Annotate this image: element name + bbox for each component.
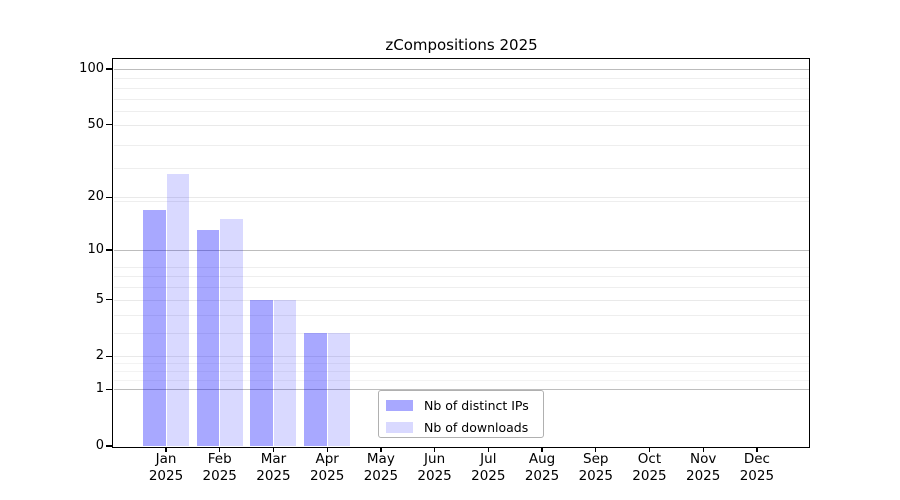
x-tick-mark	[595, 446, 597, 452]
gridline	[114, 266, 809, 268]
x-tick-label-aug: Aug 2025	[524, 451, 560, 484]
x-tick-mark	[541, 446, 543, 452]
x-tick-mark	[272, 446, 275, 452]
x-tick-mark	[165, 446, 167, 452]
gridline	[114, 389, 809, 391]
y-tick-mark	[106, 355, 113, 357]
gridline	[114, 68, 809, 70]
gridline	[114, 379, 809, 381]
legend-label-downloads: Nb of downloads	[424, 419, 529, 435]
gridline	[114, 299, 809, 301]
x-tick-label-dec: Dec 2025	[739, 451, 775, 484]
x-tick-mark	[487, 446, 489, 452]
bar-jan-distinct-ips	[143, 209, 166, 446]
x-tick-label-mar: Mar 2025	[256, 451, 291, 484]
y-tick-label: 1	[95, 381, 104, 397]
x-tick-mark	[219, 446, 221, 452]
chart-title: zCompositions 2025	[385, 36, 538, 54]
bar-feb-distinct-ips	[196, 230, 220, 446]
y-tick-mark	[106, 298, 113, 301]
x-tick-mark	[702, 446, 704, 452]
y-tick-label: 0	[95, 438, 104, 453]
gridline	[114, 111, 809, 113]
x-tick-mark	[326, 446, 328, 452]
legend: Nb of distinct IPs Nb of downloads	[378, 390, 544, 438]
x-tick-label-nov: Nov 2025	[686, 451, 721, 484]
gridline	[114, 371, 809, 373]
gridline	[114, 356, 809, 358]
gridline	[114, 78, 809, 80]
bar-mar-distinct-ips	[250, 299, 273, 446]
legend-label-distinct-ips: Nb of distinct IPs	[424, 397, 529, 413]
y-tick-label: 50	[87, 116, 104, 132]
y-tick-mark	[106, 196, 113, 198]
bar-jan-downloads	[166, 173, 189, 446]
gridline	[114, 314, 809, 316]
y-tick-mark	[106, 68, 113, 70]
gridline	[114, 332, 809, 334]
x-tick-mark	[648, 446, 651, 452]
y-tick-label: 2	[95, 348, 104, 364]
bar-mar-downloads	[273, 299, 297, 446]
gridline	[114, 87, 809, 89]
bar-feb-downloads	[220, 219, 243, 446]
gridline	[114, 124, 809, 126]
y-tick-mark	[106, 249, 113, 251]
x-tick-label-may: May 2025	[363, 451, 399, 484]
gridline	[114, 144, 809, 146]
gridline	[114, 287, 809, 288]
gridline	[114, 197, 809, 199]
gridline	[114, 98, 809, 100]
x-tick-label-jun: Jun 2025	[417, 451, 452, 484]
x-tick-label-apr: Apr 2025	[309, 451, 345, 484]
bar-apr-distinct-ips	[304, 332, 327, 446]
y-tick-mark	[106, 124, 113, 126]
legend-item-downloads: Nb of downloads	[379, 417, 543, 437]
gridline	[114, 168, 809, 170]
legend-swatch-downloads	[386, 421, 413, 433]
bar-apr-downloads	[327, 332, 351, 446]
x-tick-mark	[756, 446, 758, 452]
gridline	[114, 276, 809, 278]
y-tick-label: 10	[87, 242, 104, 258]
y-tick-mark	[106, 445, 113, 447]
gridline	[114, 250, 809, 252]
x-tick-mark	[433, 446, 436, 452]
x-tick-label-jan: Jan 2025	[148, 451, 184, 484]
x-tick-label-sep: Sep 2025	[578, 451, 613, 484]
legend-swatch-distinct-ips	[386, 399, 413, 411]
y-tick-label: 20	[87, 189, 104, 205]
y-tick-label: 5	[95, 291, 104, 307]
x-tick-mark	[380, 446, 382, 452]
x-tick-label-oct: Oct 2025	[632, 451, 667, 484]
gridline	[114, 201, 809, 203]
x-tick-label-feb: Feb 2025	[202, 451, 237, 484]
y-tick-label: 100	[79, 60, 104, 76]
legend-item-distinct-ips: Nb of distinct IPs	[379, 395, 543, 415]
y-tick-mark	[106, 388, 113, 390]
gridline	[114, 363, 809, 365]
x-tick-label-jul: Jul 2025	[471, 451, 506, 484]
